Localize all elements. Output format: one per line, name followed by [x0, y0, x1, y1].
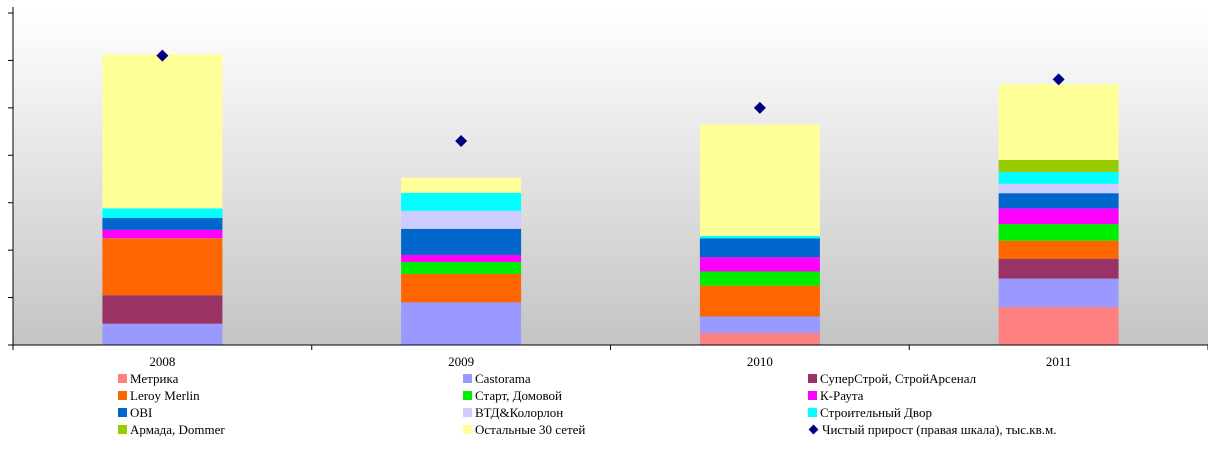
legend-label: Остальные 30 сетей: [475, 421, 586, 437]
legend-item: Старт, Домовой: [463, 387, 562, 404]
legend-item: Остальные 30 сетей: [463, 421, 585, 438]
bar-segment-2010-0: [699, 333, 820, 345]
legend-label: Castorama: [475, 370, 531, 386]
bar-segment-2011-7: [998, 183, 1119, 194]
legend-label: ВТД&Колорлон: [475, 404, 564, 420]
bar-segment-2009-3: [401, 273, 522, 303]
bar-segment-2010-5: [699, 257, 820, 272]
legend-item: Метрика: [118, 370, 178, 387]
bar-segment-2011-8: [998, 171, 1119, 184]
legend-swatch: [118, 408, 127, 417]
legend-label: Чистый прирост (правая шкала), тыс.кв.м.: [822, 421, 1057, 437]
bar-segment-2011-5: [998, 208, 1119, 225]
x-tick-label-2011: 2011: [1046, 354, 1072, 369]
bar-segment-2010-1: [699, 316, 820, 334]
legend-item: Строительный Двор: [808, 404, 932, 421]
bar-segment-2011-10: [998, 84, 1119, 160]
legend-label: Leroy Merlin: [130, 387, 200, 403]
legend-item: К-Раута: [808, 387, 863, 404]
legend-label: Строительный Двор: [820, 404, 932, 420]
chart: 2008 2009 2010 2011: [8, 7, 1208, 369]
legend-item: OBI: [118, 404, 152, 421]
bar-segment-2009-4: [401, 262, 522, 274]
bar-segment-2010-3: [699, 285, 820, 317]
bar-segment-2011-2: [998, 258, 1119, 279]
bar-segment-2008-10: [102, 54, 223, 209]
legend-item: СуперСтрой, СтройАрсенал: [808, 370, 976, 387]
net-growth-marker-2008: [156, 49, 169, 62]
bar-segment-2009-8: [401, 192, 522, 211]
bar-segment-2008-6: [102, 217, 223, 230]
x-tick-label-2009: 2009: [448, 354, 474, 369]
legend-swatch: [808, 408, 817, 417]
net-growth-marker-2009: [455, 135, 468, 148]
legend-label: Армада, Dommer: [130, 421, 225, 437]
bar-segment-2011-3: [998, 240, 1119, 259]
bar-segment-2011-0: [998, 307, 1119, 345]
bar-segment-2008-1: [102, 323, 223, 345]
legend-label: К-Раута: [820, 387, 864, 403]
legend-swatch: [808, 391, 817, 400]
bar-segment-2009-1: [401, 302, 522, 345]
legend-diamond-icon: [808, 424, 819, 435]
legend-item: ВТД&Колорлон: [463, 404, 563, 421]
bar-segment-2009-6: [401, 228, 522, 255]
bar-segment-2010-10: [699, 124, 820, 236]
bar-segment-2008-5: [102, 229, 223, 239]
legend-label: Метрика: [130, 370, 179, 386]
bar-segment-2010-4: [699, 271, 820, 286]
bar-segment-2011-9: [998, 160, 1119, 172]
legend-item: Castorama: [463, 370, 531, 387]
net-growth-marker-2011: [1052, 73, 1065, 86]
legend-item: Leroy Merlin: [118, 387, 200, 404]
legend-swatch: [463, 425, 472, 434]
legend-item: Армада, Dommer: [118, 421, 225, 438]
bar-segment-2008-3: [102, 238, 223, 296]
legend-swatch: [808, 374, 817, 383]
bar-segment-2010-8: [699, 235, 820, 239]
bar-segment-2009-5: [401, 254, 522, 262]
legend-item: Чистый прирост (правая шкала), тыс.кв.м.: [808, 421, 1056, 438]
bar-segment-2009-7: [401, 210, 522, 229]
bar-segment-2011-4: [998, 224, 1119, 241]
bar-segment-2008-2: [102, 295, 223, 324]
legend-swatch: [463, 374, 472, 383]
bar-segment-2011-1: [998, 278, 1119, 308]
bar-segment-2008-8: [102, 208, 223, 218]
legend-swatch: [463, 391, 472, 400]
x-tick-label-2008: 2008: [149, 354, 175, 369]
legend-label: Старт, Домовой: [475, 387, 562, 403]
legend: Метрика Castorama СуперСтрой, СтройАрсенал…: [0, 370, 1208, 449]
bar-segment-2009-10: [401, 177, 522, 193]
legend-label: СуперСтрой, СтройАрсенал: [820, 370, 977, 386]
bar-segment-2010-6: [699, 238, 820, 258]
legend-swatch: [118, 425, 127, 434]
net-growth-marker-2010: [753, 101, 766, 114]
legend-label: OBI: [130, 404, 153, 420]
legend-swatch: [463, 408, 472, 417]
legend-swatch: [118, 374, 127, 383]
x-tick-label-2010: 2010: [747, 354, 773, 369]
bar-segment-2011-6: [998, 193, 1119, 209]
legend-swatch: [118, 391, 127, 400]
